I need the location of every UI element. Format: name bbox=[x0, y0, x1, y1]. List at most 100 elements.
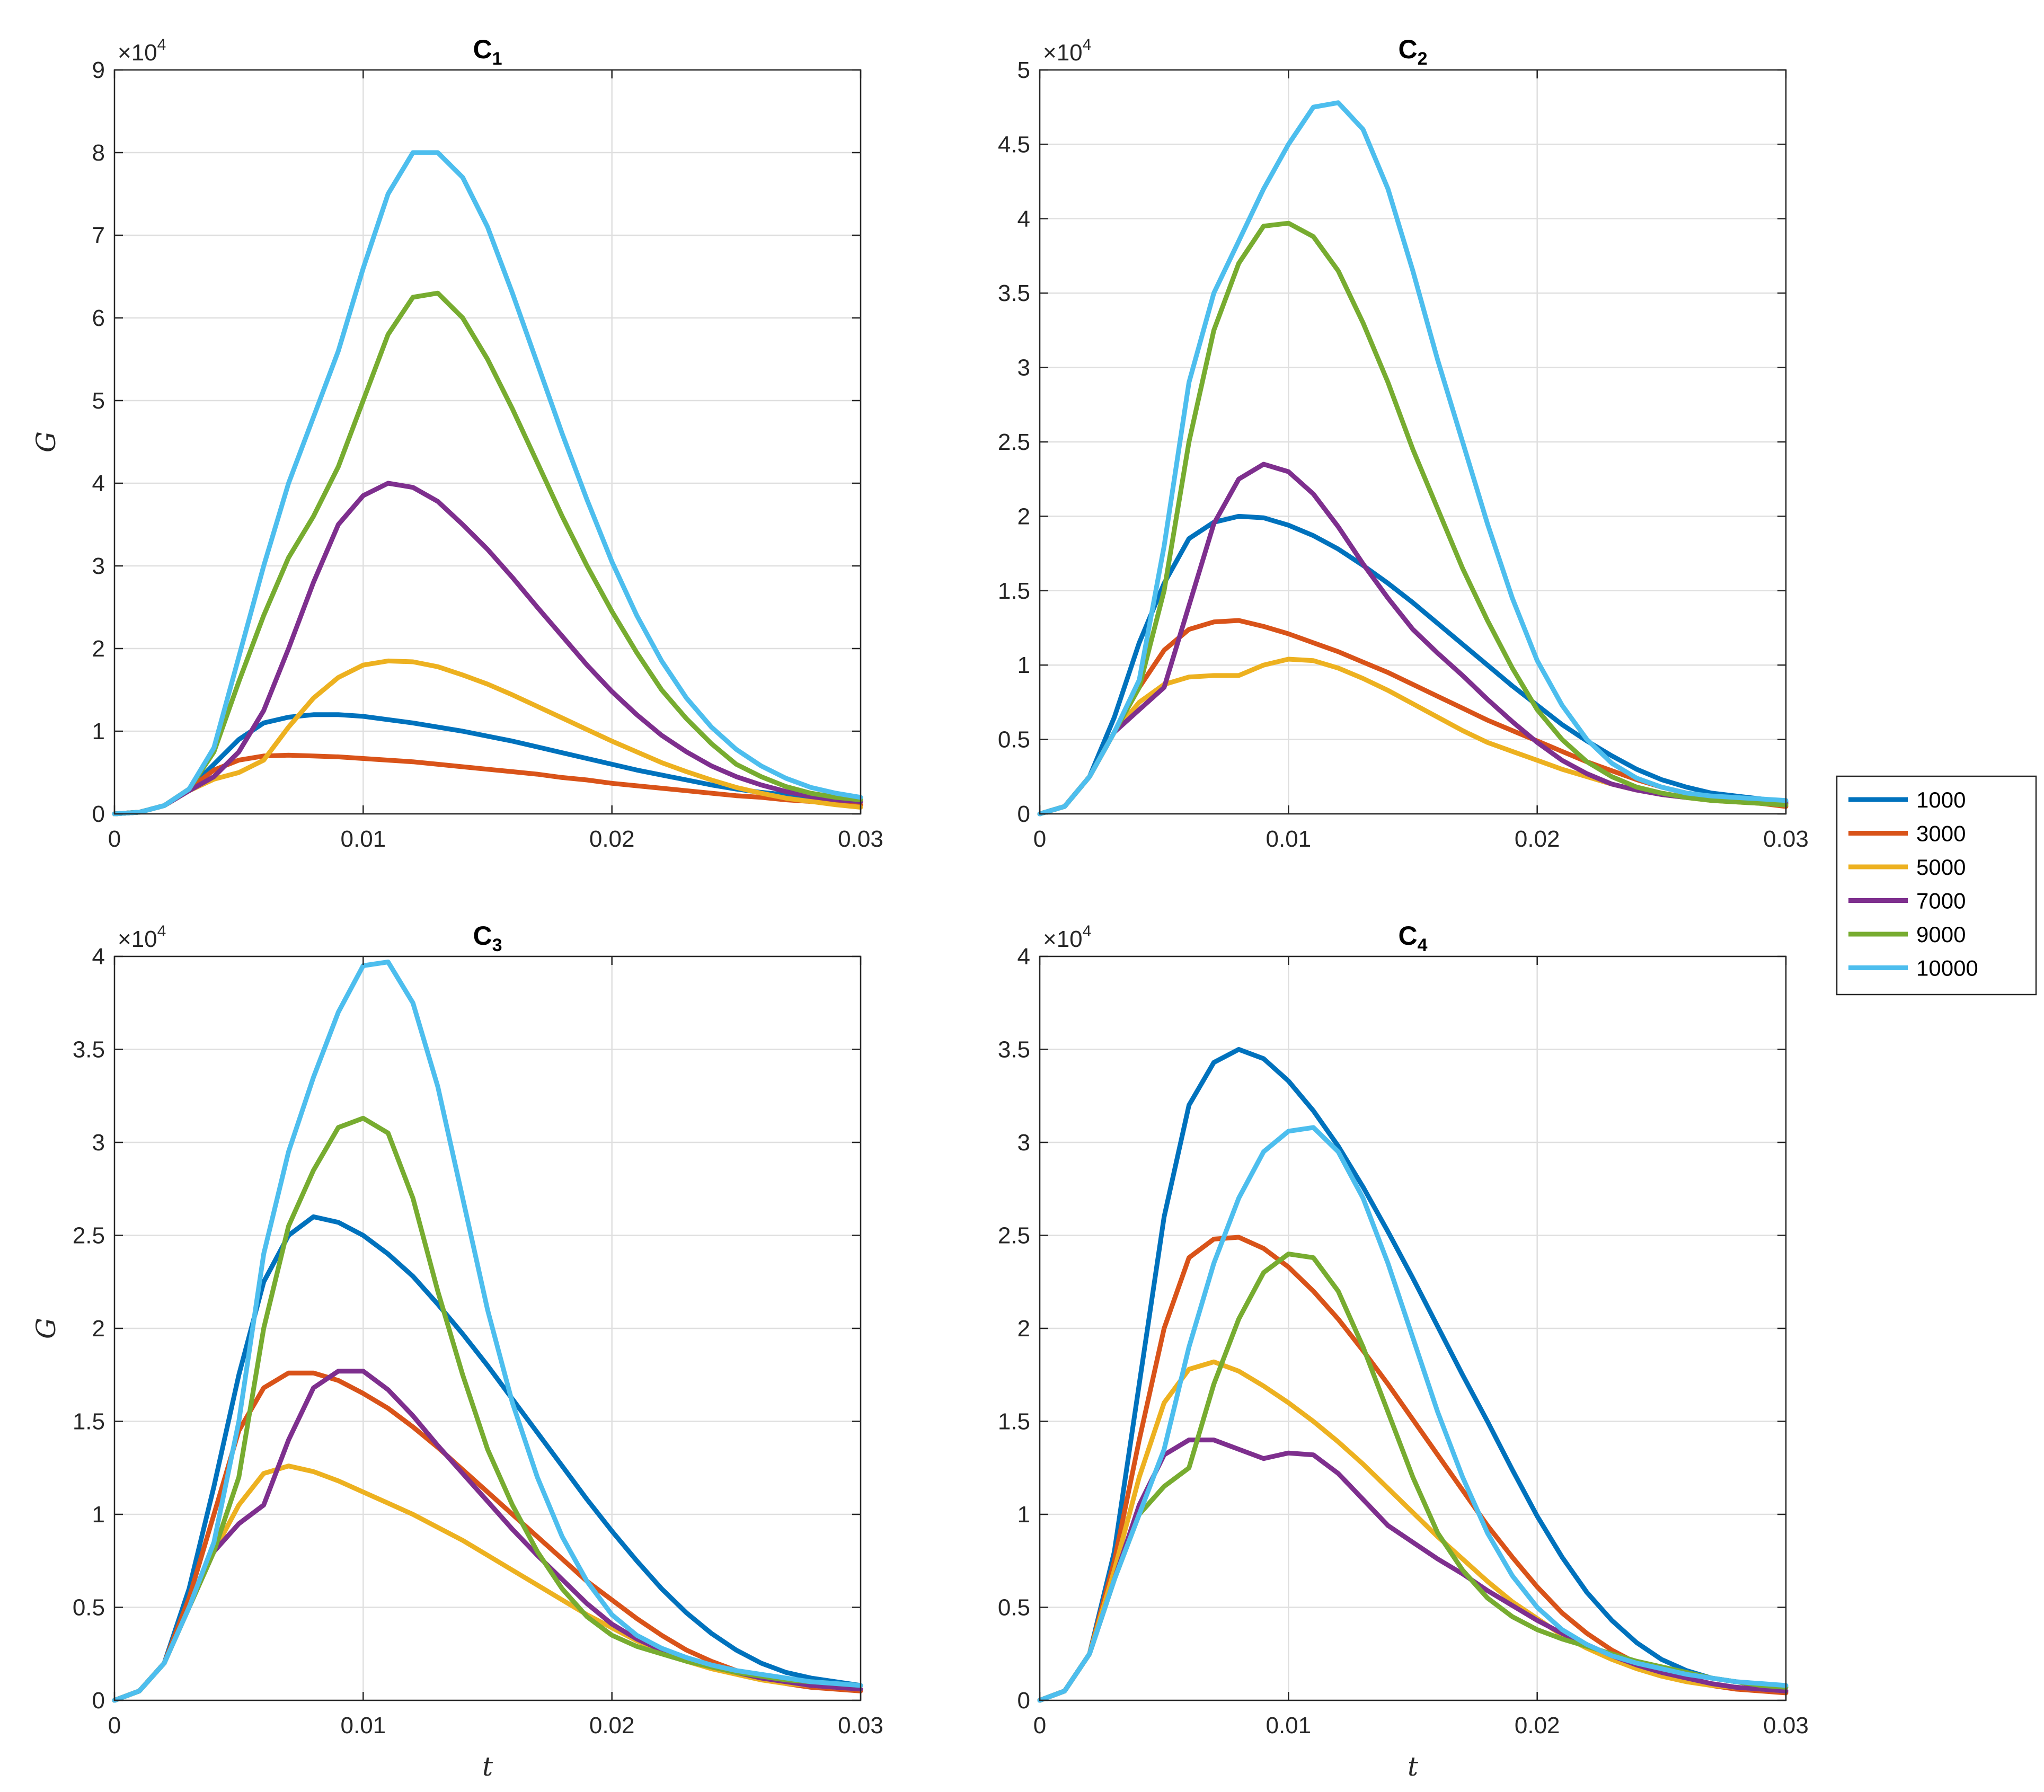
y-tick-label: 3.5 bbox=[998, 280, 1030, 306]
series-line-1000 bbox=[1037, 1047, 1789, 1703]
y-tick-label: 2 bbox=[92, 636, 105, 662]
y-tick-label: 2 bbox=[92, 1316, 105, 1342]
y-exponent-power: 4 bbox=[157, 922, 166, 940]
y-tick-label: 9 bbox=[92, 57, 105, 83]
x-axis-label: t bbox=[482, 1751, 493, 1782]
series-line-10000 bbox=[112, 150, 863, 817]
y-tick-label: 0.5 bbox=[73, 1595, 105, 1621]
series-line-5000 bbox=[112, 658, 863, 817]
x-tick-label: 0.03 bbox=[838, 826, 883, 852]
y-axis-label: G bbox=[31, 431, 61, 453]
y-tick-label: 3.5 bbox=[73, 1037, 105, 1063]
y-tick-label: 0 bbox=[1017, 801, 1030, 827]
x-tick-label: 0 bbox=[108, 1713, 121, 1738]
legend-label: 5000 bbox=[1916, 855, 1966, 880]
y-tick-label: 0.5 bbox=[998, 727, 1030, 753]
y-tick-label: 7 bbox=[92, 223, 105, 249]
x-tick-label: 0.03 bbox=[1763, 1713, 1809, 1738]
series-line-9000 bbox=[1037, 220, 1789, 817]
y-exponent-label: ×104 bbox=[118, 922, 166, 952]
panel-title-subscript: 3 bbox=[492, 935, 502, 955]
y-exponent-base: ×10 bbox=[118, 926, 157, 952]
x-tick-label: 0.02 bbox=[589, 826, 635, 852]
y-tick-label: 1.5 bbox=[73, 1409, 105, 1435]
panel-title: C1 bbox=[473, 34, 502, 69]
x-tick-label: 0.03 bbox=[1763, 826, 1809, 852]
axes-box bbox=[113, 69, 862, 815]
y-axis-label: G bbox=[31, 1318, 61, 1339]
y-tick-label: 5 bbox=[92, 388, 105, 414]
legend-label: 10000 bbox=[1916, 956, 1978, 981]
y-tick-label: 0.5 bbox=[998, 1595, 1030, 1621]
y-tick-label: 0 bbox=[92, 1688, 105, 1714]
x-tick-label: 0.03 bbox=[838, 1713, 883, 1738]
panel-title-main: C bbox=[1398, 34, 1417, 64]
y-tick-label: 4 bbox=[92, 944, 105, 970]
series-line-7000 bbox=[112, 481, 863, 817]
y-exponent-label: ×104 bbox=[1043, 922, 1091, 952]
x-tick-label: 0 bbox=[1033, 1713, 1046, 1738]
series-line-5000 bbox=[1037, 1359, 1789, 1703]
panel-title: C3 bbox=[473, 921, 502, 955]
x-tick-label: 0.02 bbox=[1515, 826, 1560, 852]
x-tick-label: 0.01 bbox=[341, 826, 386, 852]
y-tick-label: 2 bbox=[1017, 1316, 1030, 1342]
y-tick-label: 4 bbox=[92, 471, 105, 496]
y-tick-label: 0 bbox=[1017, 1688, 1030, 1714]
panel-title-main: C bbox=[1398, 921, 1417, 951]
y-tick-label: 3 bbox=[92, 553, 105, 579]
y-tick-label: 3.5 bbox=[998, 1037, 1030, 1063]
y-tick-label: 4.5 bbox=[998, 131, 1030, 157]
legend-label: 3000 bbox=[1916, 821, 1966, 846]
y-tick-label: 1 bbox=[1017, 1502, 1030, 1528]
y-tick-label: 3 bbox=[1017, 1130, 1030, 1156]
legend-label: 1000 bbox=[1916, 787, 1966, 812]
y-tick-label: 1 bbox=[1017, 652, 1030, 678]
panel-title: C4 bbox=[1398, 921, 1427, 955]
series-line-10000 bbox=[1037, 1125, 1789, 1703]
y-tick-label: 1 bbox=[92, 1502, 105, 1528]
y-tick-label: 4 bbox=[1017, 944, 1030, 970]
x-tick-label: 0.01 bbox=[1266, 1713, 1312, 1738]
y-tick-label: 2.5 bbox=[73, 1223, 105, 1249]
y-exponent-power: 4 bbox=[1083, 922, 1092, 940]
y-exponent-label: ×104 bbox=[1043, 36, 1091, 66]
y-tick-label: 3 bbox=[92, 1130, 105, 1156]
x-tick-label: 0 bbox=[1033, 826, 1046, 852]
y-tick-label: 0 bbox=[92, 801, 105, 827]
series-line-10000 bbox=[1037, 100, 1789, 817]
panel-title-main: C bbox=[473, 34, 492, 64]
y-tick-label: 1.5 bbox=[998, 1409, 1030, 1435]
y-exponent-base: ×10 bbox=[1043, 926, 1083, 952]
y-tick-label: 4 bbox=[1017, 206, 1030, 232]
y-tick-label: 1.5 bbox=[998, 578, 1030, 604]
x-tick-label: 0.01 bbox=[341, 1713, 386, 1738]
panel-title-subscript: 4 bbox=[1418, 935, 1428, 955]
legend-box bbox=[1836, 775, 2037, 996]
x-tick-label: 0.02 bbox=[1515, 1713, 1560, 1738]
x-tick-label: 0.01 bbox=[1266, 826, 1312, 852]
y-tick-label: 2.5 bbox=[998, 1223, 1030, 1249]
y-exponent-base: ×10 bbox=[118, 40, 157, 66]
y-tick-label: 6 bbox=[92, 305, 105, 331]
y-tick-label: 1 bbox=[92, 718, 105, 744]
y-tick-label: 2 bbox=[1017, 503, 1030, 529]
y-exponent-base: ×10 bbox=[1043, 40, 1083, 66]
x-axis-label: t bbox=[1408, 1751, 1419, 1782]
series-line-3000 bbox=[112, 752, 863, 817]
series-line-9000 bbox=[112, 290, 863, 817]
legend-label: 9000 bbox=[1916, 922, 1966, 947]
panel-title: C2 bbox=[1398, 34, 1427, 69]
x-tick-label: 0.02 bbox=[589, 1713, 635, 1738]
panel-title-main: C bbox=[473, 921, 492, 951]
series-line-10000 bbox=[112, 960, 863, 1703]
legend: 1000 3000 5000 7000 9000 10000 bbox=[1836, 775, 2037, 996]
y-exponent-power: 4 bbox=[1083, 36, 1092, 54]
y-tick-label: 5 bbox=[1017, 57, 1030, 83]
y-tick-label: 8 bbox=[92, 140, 105, 166]
